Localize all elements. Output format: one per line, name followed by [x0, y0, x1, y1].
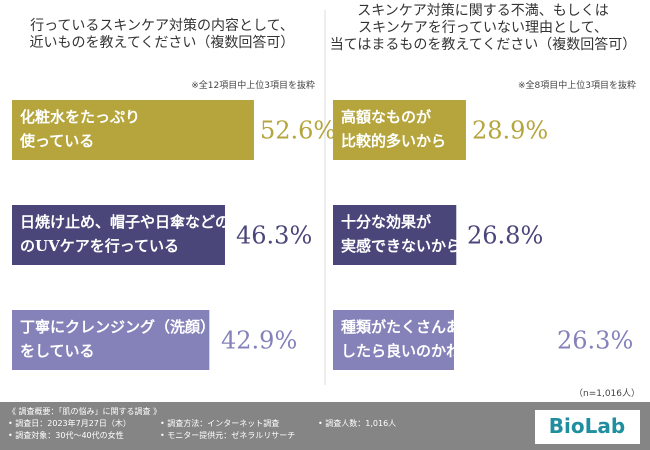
bar: [12, 205, 225, 265]
bar-label: のUVケアを行っている: [20, 237, 179, 255]
bar: [12, 100, 254, 160]
chart-title: 近いものを教えてください（複数回答可）: [30, 34, 295, 51]
bar-label: 丁寧にクレンジング（洗顔）: [20, 318, 215, 336]
footer-item: • 調査対象：30代〜40代の女性: [8, 430, 124, 440]
chart-note: ※全12項目中上位3項目を抜粋: [191, 79, 315, 91]
value-label: 42.9%: [221, 327, 297, 355]
bar: [12, 310, 210, 370]
sample-note: （n=1,016人）: [574, 388, 640, 399]
footer-heading: 《 調査概要：「肌の悩み」に関する調査 》: [8, 406, 161, 416]
chart-title: 当てはまるものを教えてください（複数回答可）: [330, 36, 637, 53]
bar-label: 高額なものが: [341, 108, 432, 126]
footer-item: • モニター提供元：ゼネラルリサーチ: [160, 430, 295, 440]
chart-note: ※全8項目中上位3項目を抜粋: [518, 79, 636, 91]
bar: [333, 100, 466, 160]
bar-label: 種類がたくさんあってどれに: [341, 318, 535, 336]
value-label: 46.3%: [236, 222, 312, 250]
value-label: 26.8%: [467, 222, 543, 250]
bar: [333, 310, 454, 370]
bar-label: 実感できないから: [341, 237, 461, 255]
logo-box: [535, 410, 640, 444]
bar-label: 比較的多いから: [341, 132, 446, 150]
footer-item: • 調査方法：インターネット調査: [160, 418, 279, 428]
logo: BioLab: [549, 414, 625, 438]
bar-label: 使っている: [19, 132, 94, 150]
bar-label: 化粧水をたっぷり: [20, 108, 140, 126]
bar-label: 日焼け止め、帽子や日傘などの: [20, 213, 230, 231]
chart-title: 行っているスキンケア対策の内容として、: [30, 17, 294, 34]
value-label: 26.3%: [557, 327, 633, 355]
bar-label: したら良いのかわからないから: [341, 342, 551, 360]
chart-title: スキンケア対策に関する不満、もしくは: [357, 2, 609, 19]
footer-item: • 調査日：2023年7月27日（木）: [8, 418, 131, 428]
chart-title: スキンケアを行っていない理由として、: [358, 20, 608, 36]
bar: [333, 205, 457, 265]
value-label: 52.6%: [260, 117, 336, 145]
bar-label: 十分な効果が: [341, 213, 432, 231]
footer-item: • 調査人数：1,016人: [318, 418, 396, 428]
value-label: 28.9%: [472, 117, 548, 145]
bar-label: をしている: [20, 342, 95, 360]
